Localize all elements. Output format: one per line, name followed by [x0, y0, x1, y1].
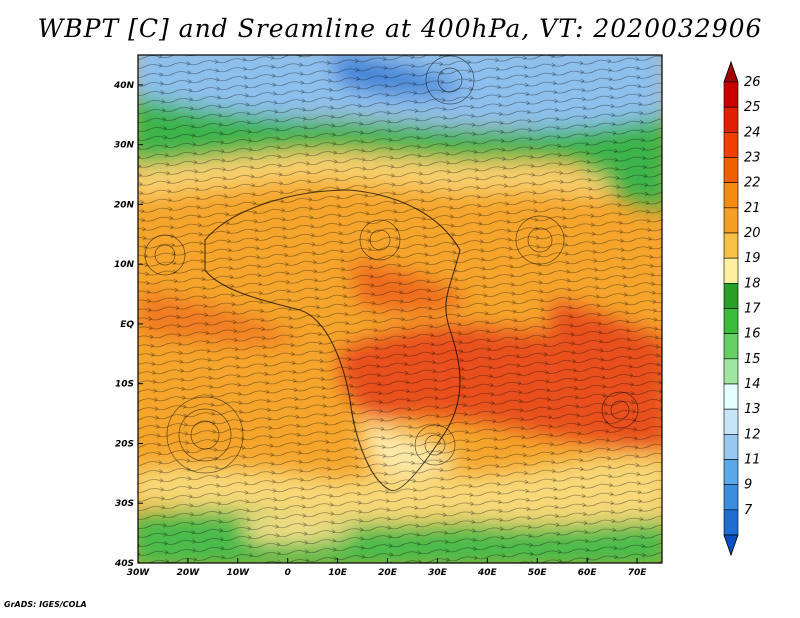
colorbar-swatch — [723, 232, 739, 259]
latitude-axis: 40N 30N 20N 10N EQ 10S 20S 30S 40S — [113, 81, 143, 569]
colorbar-label: 16 — [744, 327, 761, 342]
footer-credit: GrADS: IGES/COLA — [4, 600, 87, 609]
colorbar-label: 13 — [744, 402, 761, 417]
lon-tick-label: 20E — [378, 568, 398, 578]
lat-tick-label: 10N — [114, 260, 135, 270]
lat-tick-label: 40N — [113, 81, 135, 91]
colorbar-label: 12 — [744, 427, 761, 442]
colorbar-swatch — [723, 157, 739, 183]
colorbar-label: 9 — [744, 478, 752, 493]
temperature-field — [138, 55, 662, 563]
lat-tick-label: EQ — [120, 320, 134, 330]
colorbar-swatch — [723, 283, 739, 309]
lon-tick-label: 40E — [477, 568, 498, 578]
lon-tick-label: 70E — [628, 568, 648, 578]
colorbar-label: 21 — [744, 201, 761, 216]
colorbar-label: 26 — [744, 75, 761, 90]
colorbar-swatch — [723, 106, 739, 133]
colorbar-label: 24 — [744, 125, 761, 140]
lon-tick-label: 50E — [528, 568, 548, 578]
colorbar: 26 25 24 23 22 21 20 19 18 17 16 15 14 13 12 11 9 7 — [723, 60, 761, 557]
lat-tick-label: 10S — [115, 380, 134, 390]
colorbar-label: 23 — [744, 151, 761, 166]
lon-tick-label: 30W — [127, 568, 151, 578]
lat-tick-label: 20N — [114, 200, 135, 210]
colorbar-label: 15 — [744, 352, 761, 367]
colorbar-top-arrow — [723, 60, 739, 83]
colorbar-label: 20 — [744, 226, 761, 241]
longitude-axis: 30W 20W 10W 0 10E 20E 30E 40E 50E 60E 70E — [127, 558, 647, 578]
colorbar-label: 14 — [744, 377, 761, 392]
lat-tick-label: 30S — [115, 499, 134, 509]
africa-coastline — [204, 189, 461, 492]
colorbar-label: 22 — [744, 176, 761, 191]
colorbar-swatch — [723, 207, 739, 234]
colorbar-swatch — [723, 434, 739, 460]
vortex-swirls — [144, 55, 639, 474]
colorbar-label: 19 — [744, 251, 761, 266]
colorbar-swatch — [723, 308, 739, 334]
lon-tick-label: 20W — [177, 568, 201, 578]
colorbar-label: 25 — [744, 100, 761, 115]
colorbar-swatch — [723, 81, 739, 108]
lat-tick-label: 40S — [114, 559, 134, 569]
colorbar-swatch — [723, 132, 739, 158]
plot-frame — [137, 54, 663, 564]
map-title: WBPT [C] and Sreamline at 400hPa, VT: 20… — [37, 14, 763, 43]
lon-tick-label: 60E — [578, 568, 598, 578]
colorbar-swatch — [723, 182, 739, 209]
colorbar-label: 17 — [744, 302, 761, 317]
colorbar-label: 7 — [744, 503, 753, 518]
colorbar-swatch — [723, 408, 739, 435]
lat-tick-label: 30N — [114, 141, 135, 151]
colorbar-swatch — [723, 459, 739, 485]
colorbar-swatch — [723, 257, 739, 284]
lon-tick-label: 0 — [285, 568, 291, 578]
lon-tick-label: 30E — [428, 568, 448, 578]
colorbar-swatch — [723, 509, 739, 536]
colorbar-swatch — [723, 484, 739, 511]
colorbar-swatch — [723, 383, 739, 410]
colorbar-swatch — [723, 333, 739, 360]
lon-tick-label: 10E — [328, 568, 348, 578]
colorbar-label: 18 — [744, 276, 761, 291]
colorbar-label: 11 — [744, 453, 761, 468]
colorbar-bottom-arrow — [723, 534, 739, 557]
colorbar-swatch — [723, 358, 739, 385]
lon-tick-label: 10W — [227, 568, 251, 578]
lat-tick-label: 20S — [115, 439, 134, 449]
